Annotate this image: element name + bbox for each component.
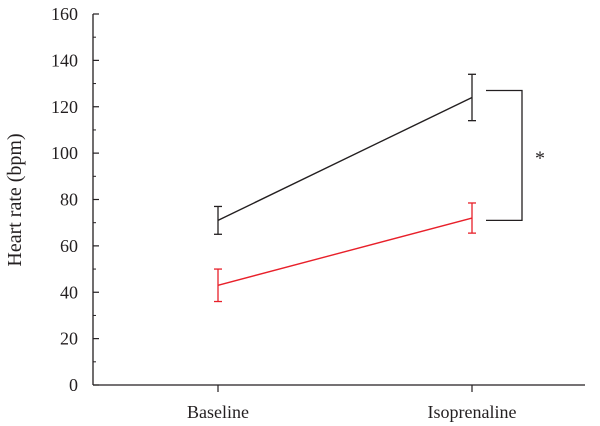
y-tick-label: 60	[60, 236, 78, 256]
y-tick-label: 120	[51, 97, 78, 117]
y-tick-label: 20	[60, 329, 78, 349]
y-tick-label: 0	[69, 375, 78, 395]
x-tick-label: Isoprenaline	[428, 402, 517, 422]
y-tick-label: 80	[60, 190, 78, 210]
y-tick-label: 40	[60, 282, 78, 302]
y-tick-label: 160	[51, 4, 78, 24]
y-tick-label: 140	[51, 50, 78, 70]
significance-bracket	[486, 89, 523, 222]
series-line	[217, 217, 473, 286]
significance-star: *	[535, 147, 545, 169]
series-line	[217, 96, 473, 221]
x-tick-label: Baseline	[187, 402, 249, 422]
y-axis-label: Heart rate (bpm)	[4, 133, 26, 266]
y-tick-label: 100	[51, 143, 78, 163]
